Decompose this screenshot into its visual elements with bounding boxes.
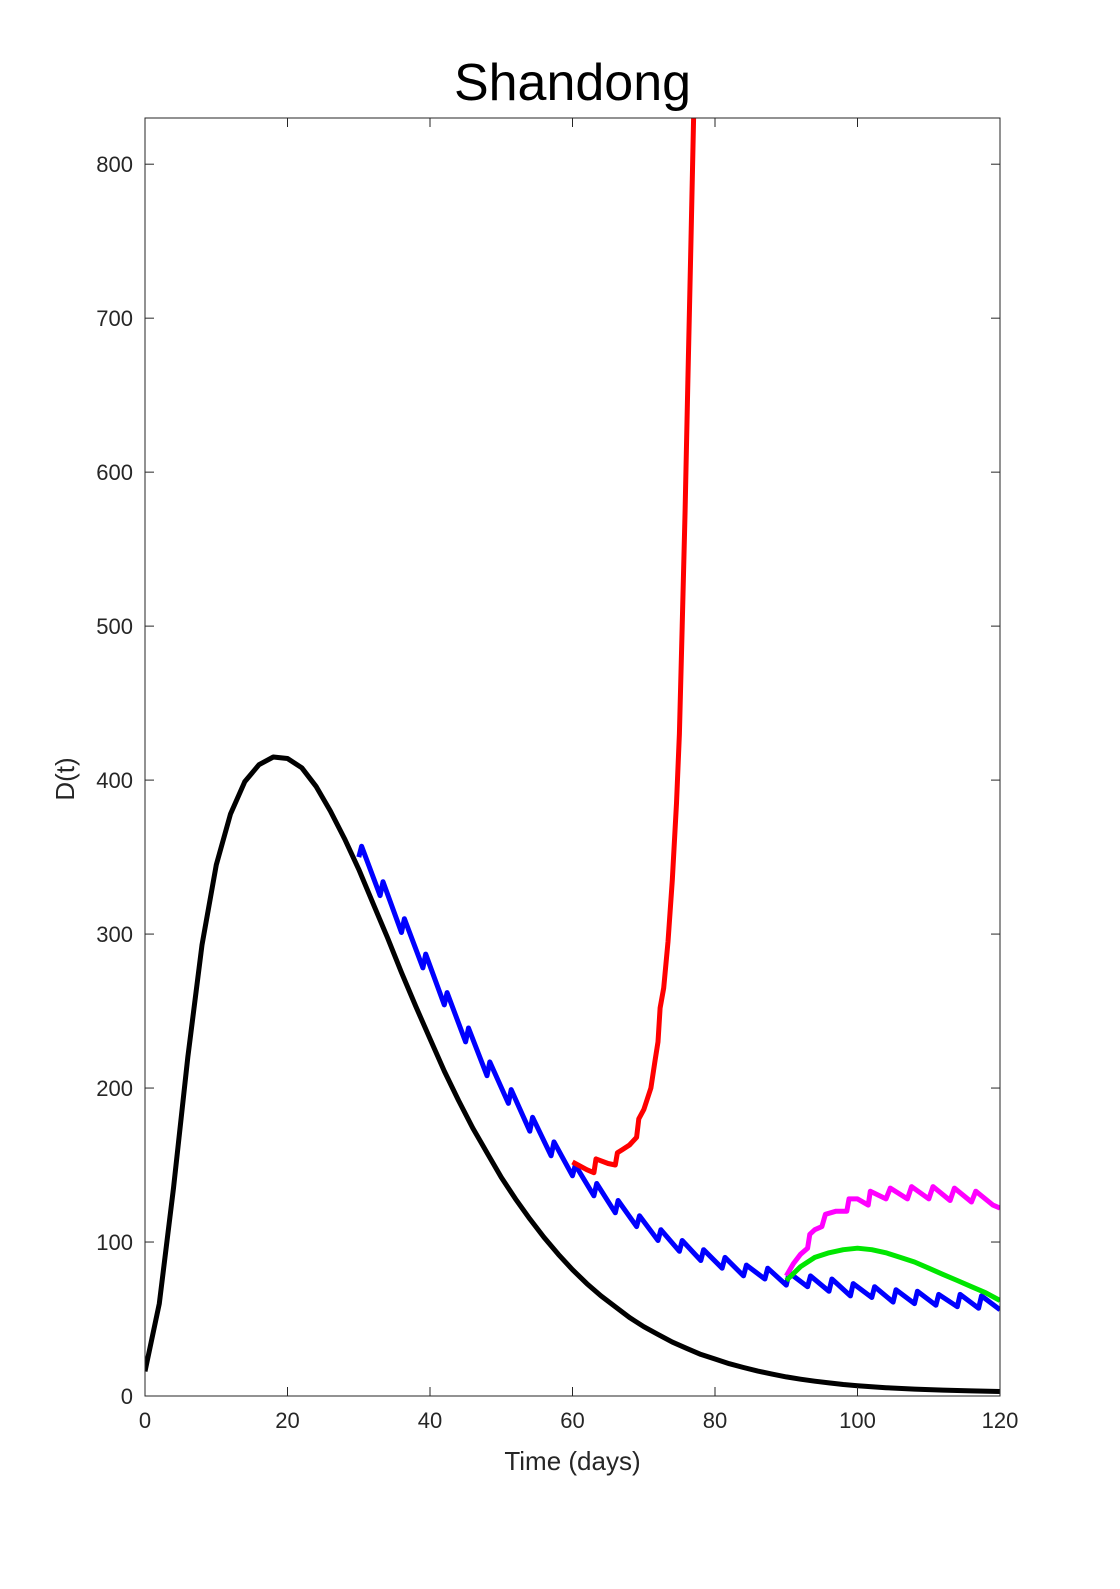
series-line-black [145, 754, 1000, 1394]
x-axis-label: Time (days) [504, 1446, 640, 1476]
series-line-red [571, 118, 697, 1176]
y-tick-label: 300 [96, 922, 133, 947]
y-axis-label: D(t) [50, 757, 80, 800]
y-tick-label: 700 [96, 306, 133, 331]
x-tick-label: 100 [839, 1408, 876, 1433]
y-tick-label: 400 [96, 768, 133, 793]
y-tick-label: 100 [96, 1230, 133, 1255]
series-line-blue [356, 843, 1000, 1312]
x-tick-label: 60 [560, 1408, 584, 1433]
x-tick-label: 40 [418, 1408, 442, 1433]
y-tick-label: 200 [96, 1076, 133, 1101]
x-tick-label: 20 [275, 1408, 299, 1433]
x-axis: 0 20 40 60 80 100 120 [139, 118, 1018, 1433]
chart-title: Shandong [454, 54, 691, 112]
y-tick-label: 600 [96, 460, 133, 485]
series-group [145, 118, 1000, 1394]
y-tick-label: 0 [121, 1384, 133, 1409]
x-tick-label: 120 [982, 1408, 1019, 1433]
series-line-green [784, 1245, 1000, 1303]
y-tick-label: 800 [96, 152, 133, 177]
x-tick-label: 80 [703, 1408, 727, 1433]
y-axis: 0 100 200 300 400 500 600 700 800 [96, 152, 1000, 1409]
y-tick-label: 500 [96, 614, 133, 639]
x-tick-label: 0 [139, 1408, 151, 1433]
series-line-magenta [784, 1184, 1000, 1278]
